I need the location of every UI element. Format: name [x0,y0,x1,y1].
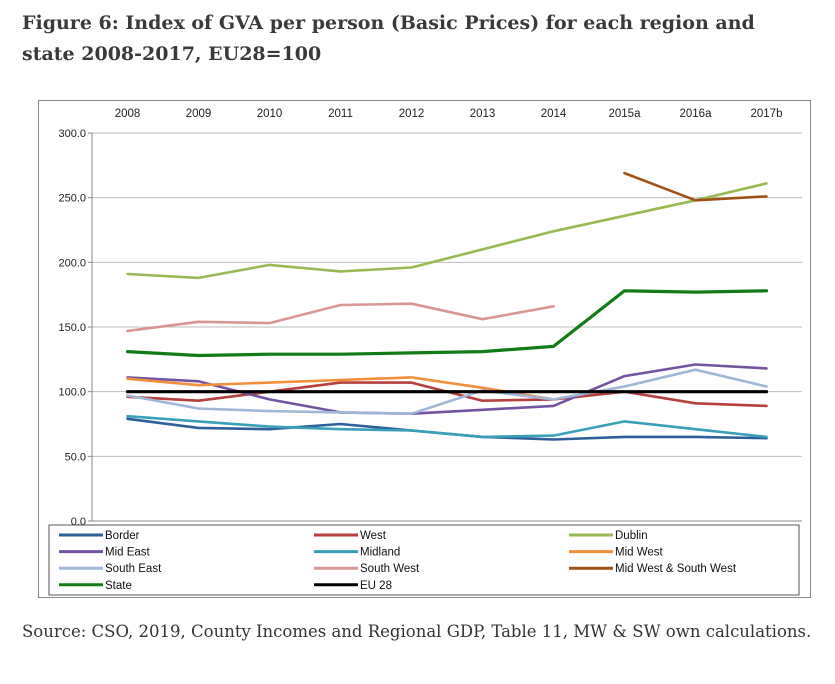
x-tick-label: 2015a [609,108,642,120]
legend: Border West Dublin Mid East Midland Mid West S… [48,524,800,596]
figure-title: Figure 6: Index of GVA per person (Basic… [22,12,755,65]
series-lines [125,171,769,441]
y-tick-label: 300.0 [58,128,86,140]
x-tick-label: 2011 [328,108,353,120]
x-tick-label: 2012 [399,108,425,120]
legend-item: Mid West [569,547,664,559]
source-note: Source: CSO, 2019, County Incomes and Re… [22,622,812,641]
series-line-midland [126,414,768,439]
legend-label: Mid West [615,547,664,559]
series-line-mid-east [126,363,768,415]
gridlines [88,132,802,522]
series-line-south-east [126,368,768,415]
legend-label: Border [105,530,140,542]
legend-box [48,524,800,596]
series-line-mid-west [126,376,555,401]
legend-item: Mid West & South West [569,563,737,575]
legend-item: Midland [314,547,400,559]
legend-label: Dublin [615,530,648,542]
y-tick-label: 200.0 [58,257,86,269]
legend-item: West [314,530,387,542]
legend-item: South West [314,563,420,575]
legend-label: West [360,530,387,542]
legend-item: EU 28 [314,580,392,592]
legend-item: State [59,580,132,592]
series-line-south-west [126,302,555,333]
x-tick-label: 2016a [680,108,713,120]
series-line-mid-west-south-west [623,171,768,202]
series-line-border [126,417,768,441]
legend-label: Mid East [105,547,151,559]
x-tick-label: 2013 [470,108,496,120]
y-tick-label: 50.0 [65,451,86,463]
x-tick-label: 2010 [257,108,283,120]
x-tick-label: 2017b [751,108,783,120]
legend-item: South East [59,563,162,575]
legend-label: South West [360,563,420,575]
y-tick-label: 100.0 [58,387,86,399]
legend-item: Border [59,530,140,542]
legend-label: South East [105,563,162,575]
x-tick-label: 2014 [541,108,567,120]
legend-label: Midland [360,547,400,559]
x-tick-labels: 2008 2009 2010 2011 2012 2013 2014 2015a 2016a 20… [115,108,783,120]
y-tick-label: 150.0 [58,322,86,334]
legend-item: Mid East [59,547,151,559]
y-tick-label: 250.0 [58,193,86,205]
legend-label: State [105,580,132,592]
legend-label: Mid West & South West [615,563,737,575]
series-line-state [125,289,769,358]
x-tick-label: 2008 [115,108,141,120]
x-tick-label: 2009 [186,108,212,120]
legend-item: Dublin [569,530,648,542]
chart-frame: 0.0 50.0 100.0 150.0 200.0 250.0 300.0 2008 200… [38,100,811,598]
legend-label: EU 28 [360,580,392,592]
series-line-dublin [126,182,768,280]
